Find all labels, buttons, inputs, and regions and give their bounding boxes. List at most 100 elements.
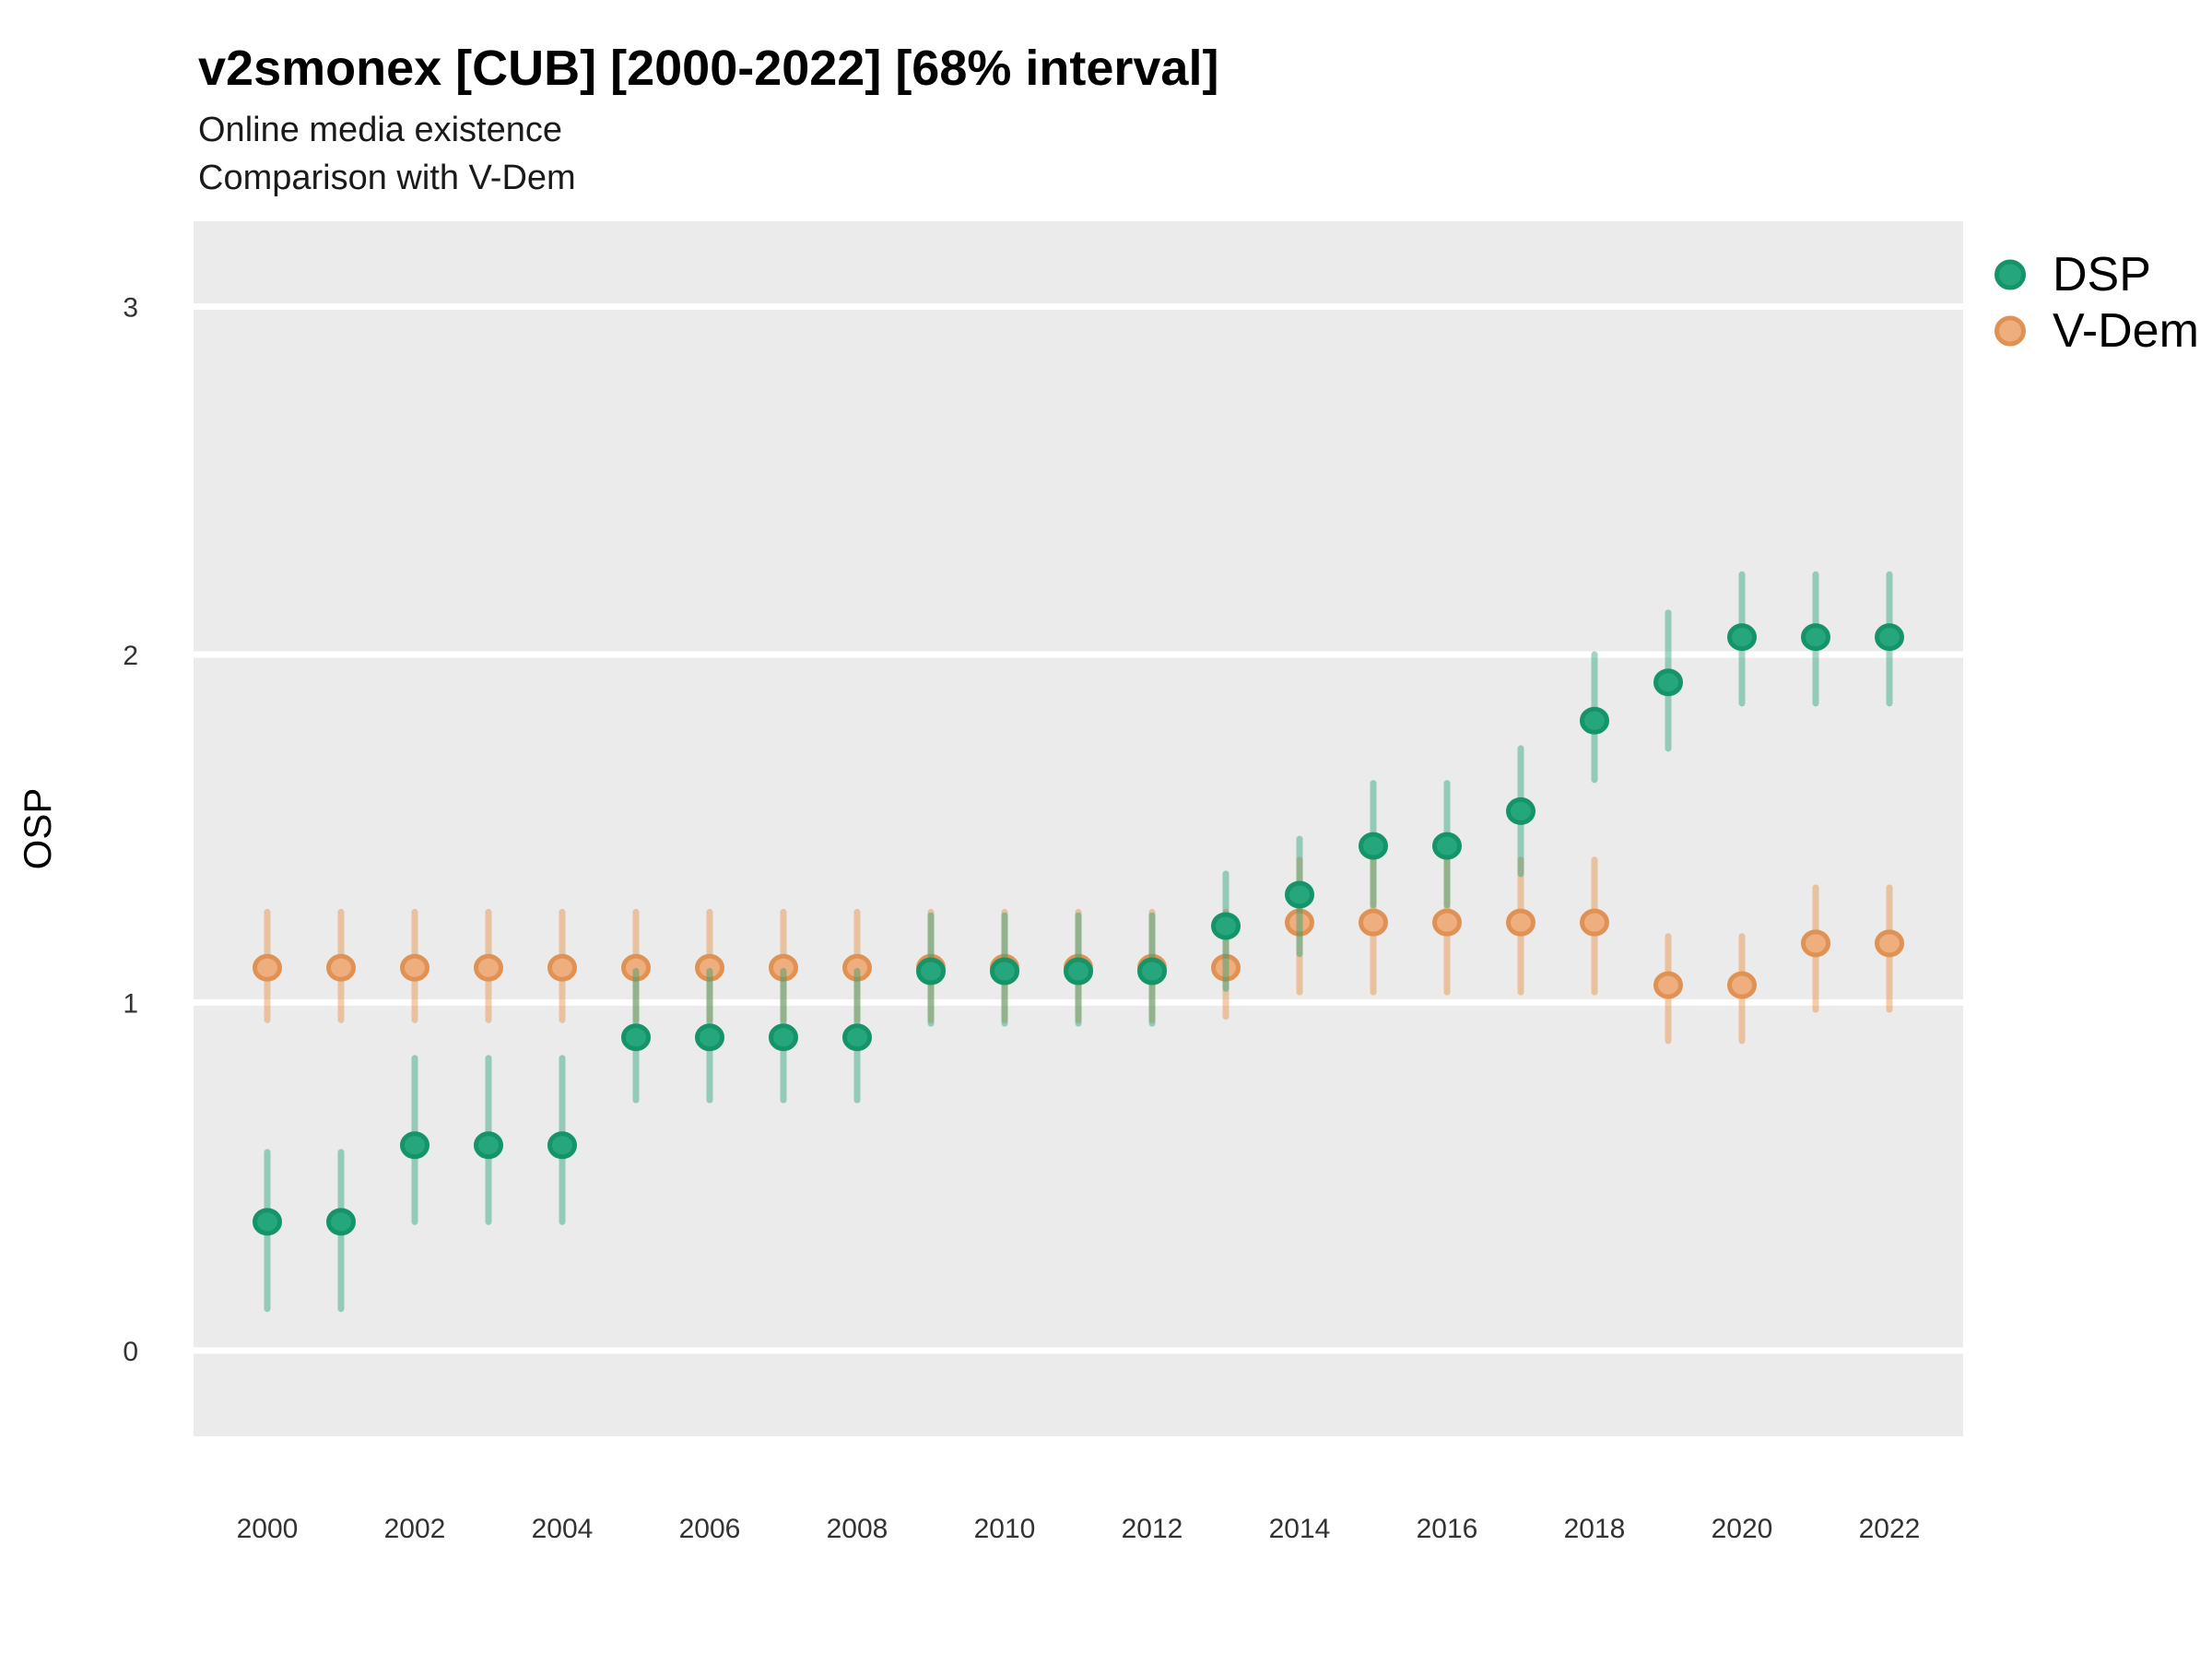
plot-panel-layer [194,221,1963,1436]
pointrange-vdem-2000 [253,908,282,1023]
point-dsp-2016 [1432,832,1462,860]
point-dsp-2001 [326,1208,356,1236]
x-tick-2000: 2000 [237,1514,299,1544]
x-tick-2004: 2004 [532,1514,594,1544]
legend: DSP V-Dem [1994,248,2199,358]
x-tick-2006: 2006 [679,1514,741,1544]
point-dsp-2019 [1653,668,1683,697]
pointrange-dsp-2015 [1359,780,1388,909]
point-dsp-2020 [1727,623,1757,652]
pointrange-dsp-2005 [621,968,651,1103]
pointrange-dsp-2008 [842,968,872,1103]
point-dsp-2007 [769,1023,798,1052]
pointrange-vdem-2017 [1506,856,1535,996]
point-dsp-2011 [1064,957,1093,985]
point-dsp-2013 [1211,912,1241,940]
pointrange-dsp-2001 [326,1149,356,1313]
pointrange-vdem-2015 [1359,856,1388,996]
point-dsp-2022 [1875,623,1904,652]
point-vdem-2001 [326,953,356,982]
point-dsp-2003 [474,1131,503,1160]
chart-subtitle-line2: Comparison with V-Dem [198,159,576,197]
point-dsp-2018 [1580,706,1609,735]
point-dsp-2009 [916,957,946,985]
pointrange-dsp-2009 [916,912,946,1027]
pointrange-vdem-2021 [1801,884,1830,1013]
point-dsp-2014 [1285,880,1314,909]
pointrange-dsp-2022 [1875,571,1904,707]
point-vdem-2005 [621,953,651,982]
legend-key-vdem-icon [1994,315,2026,347]
point-dsp-2004 [547,1131,577,1160]
legend-label-vdem: V-Dem [2053,304,2199,358]
y-tick-0: 0 [123,1337,138,1367]
point-dsp-2021 [1801,623,1830,652]
point-vdem-2014 [1285,908,1314,937]
legend-label-dsp: DSP [2053,248,2151,301]
pointrange-dsp-2013 [1211,870,1241,992]
point-dsp-2006 [695,1023,724,1052]
x-tick-2010: 2010 [974,1514,1036,1544]
pointrange-dsp-2000 [253,1149,282,1313]
pointrange-dsp-2018 [1580,651,1609,784]
point-dsp-2005 [621,1023,651,1052]
x-tick-2012: 2012 [1122,1514,1183,1544]
point-vdem-2021 [1801,929,1830,958]
point-dsp-2015 [1359,832,1388,860]
point-dsp-2012 [1137,957,1167,985]
point-vdem-2013 [1211,953,1241,982]
point-vdem-2000 [253,953,282,982]
point-vdem-2016 [1432,908,1462,937]
pointrange-vdem-2004 [547,908,577,1023]
plot-panel [194,221,1963,1436]
pointrange-dsp-2021 [1801,571,1830,707]
x-tick-2020: 2020 [1712,1514,1773,1544]
pointrange-dsp-2020 [1727,571,1757,707]
pointrange-vdem-2002 [400,908,429,1023]
point-dsp-2010 [990,957,1019,985]
x-tick-2014: 2014 [1269,1514,1331,1544]
point-vdem-2002 [400,953,429,982]
point-dsp-2002 [400,1131,429,1160]
y-axis-title: OSP [16,788,59,870]
series-vdem [253,856,1904,1044]
pointrange-vdem-2008 [842,908,872,1023]
pointrange-dsp-2012 [1137,912,1167,1027]
x-tick-2008: 2008 [827,1514,888,1544]
pointrange-vdem-2006 [695,908,724,1023]
pointrange-vdem-2007 [769,908,798,1023]
x-tick-2002: 2002 [384,1514,446,1544]
point-vdem-2007 [769,953,798,982]
point-dsp-2017 [1506,797,1535,825]
point-dsp-2000 [253,1208,282,1236]
x-tick-2016: 2016 [1417,1514,1478,1544]
pointrange-dsp-2003 [474,1055,503,1225]
pointrange-dsp-2010 [990,912,1019,1027]
pointrange-vdem-2005 [621,908,651,1023]
pointrange-vdem-2016 [1432,856,1462,996]
point-vdem-2017 [1506,908,1535,937]
pointrange-dsp-2019 [1653,609,1683,752]
pointrange-vdem-2003 [474,908,503,1023]
point-vdem-2022 [1875,929,1904,958]
pointrange-dsp-2006 [695,968,724,1103]
point-vdem-2008 [842,953,872,982]
series-dsp [253,571,1904,1313]
point-vdem-2003 [474,953,503,982]
pointrange-dsp-2014 [1285,835,1314,958]
y-tick-3: 3 [123,293,138,324]
pointrange-vdem-2020 [1727,933,1757,1044]
pointrange-dsp-2004 [547,1055,577,1225]
pointrange-dsp-2016 [1432,780,1462,909]
y-tick-2: 2 [123,641,138,671]
pointrange-dsp-2007 [769,968,798,1103]
point-vdem-2015 [1359,908,1388,937]
point-vdem-2004 [547,953,577,982]
pointrange-vdem-2019 [1653,933,1683,1044]
x-tick-2022: 2022 [1859,1514,1921,1544]
chart-title: v2smonex [CUB] [2000-2022] [68% interval… [198,41,1218,96]
legend-key-dsp-icon [1994,259,2026,290]
point-vdem-2006 [695,953,724,982]
